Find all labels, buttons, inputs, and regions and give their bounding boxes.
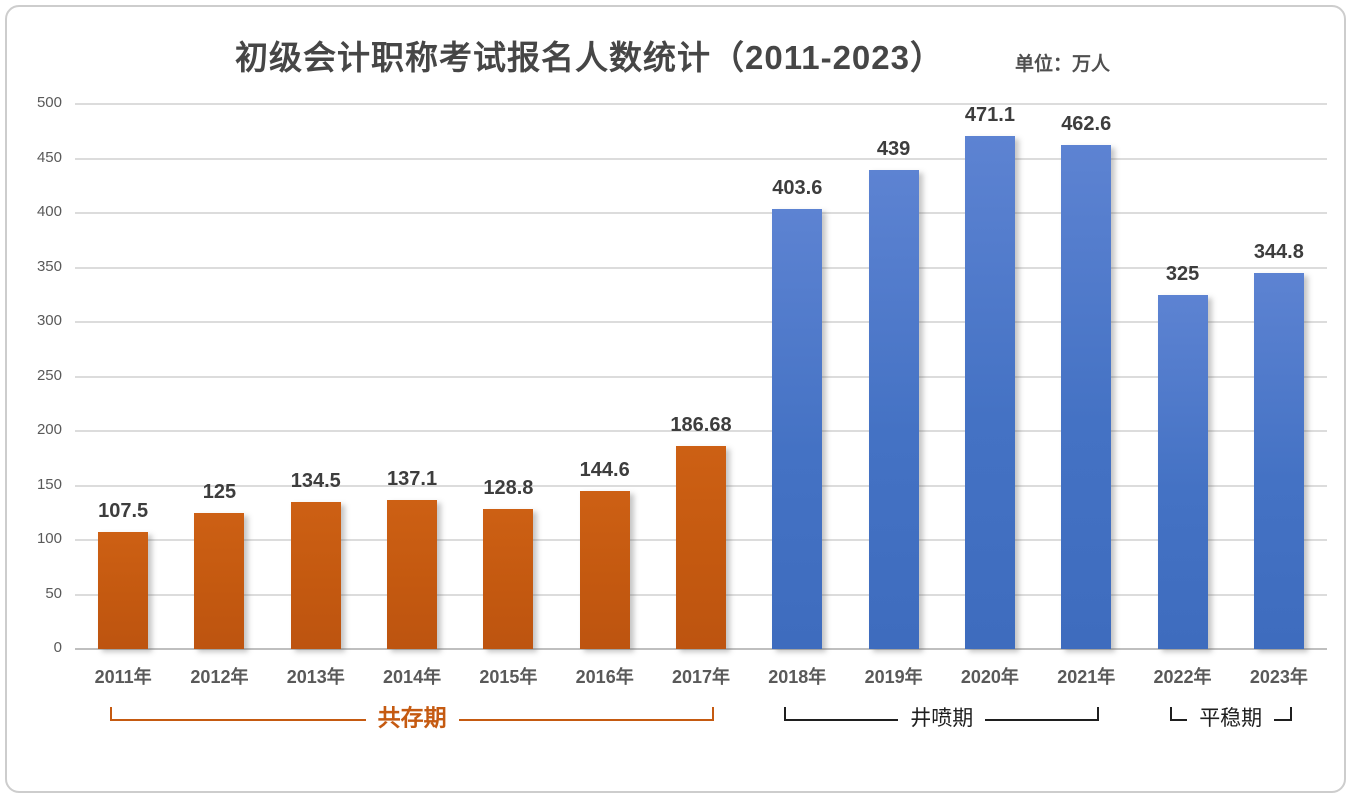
gridline-450 (75, 157, 1327, 160)
y-tick-label-250: 250 (36, 366, 62, 384)
value-label-2017年: 186.68 (670, 413, 732, 436)
bar-2014年 (387, 499, 438, 649)
x-tick-label-2022年: 2022年 (1153, 667, 1212, 687)
bar-2020年 (964, 135, 1015, 649)
phase-label-井喷期: 井喷期 (910, 706, 974, 730)
x-tick-label-2011年: 2011年 (94, 667, 152, 687)
x-tick-label-2017年: 2017年 (671, 667, 731, 687)
bracket-line-left (784, 707, 899, 721)
bar-2013年 (290, 502, 341, 649)
bar-2022年 (1157, 294, 1208, 649)
value-label-2018年: 403.6 (772, 177, 823, 200)
bracket-line-right (1274, 707, 1292, 721)
phase-label-平稳期: 平稳期 (1199, 706, 1263, 730)
x-tick-label-2012年: 2012年 (190, 667, 249, 687)
y-tick-label-0: 0 (53, 639, 62, 656)
y-tick-label-150: 150 (36, 475, 62, 493)
phase-bracket-井喷期: 井喷期 (784, 707, 1100, 729)
y-tick-label-50: 50 (45, 584, 62, 602)
value-label-2021年: 462.6 (1061, 112, 1112, 135)
value-label-2016年: 144.6 (579, 459, 630, 482)
chart-title: 初级会计职称考试报名人数统计（2011-2023） (235, 39, 944, 76)
x-tick-label-2014年: 2014年 (383, 667, 442, 687)
x-tick-label-2016年: 2016年 (575, 667, 634, 687)
unit-label: 单位：万人 (1015, 54, 1111, 75)
gridline-400 (75, 212, 1327, 214)
bar-2015年 (483, 508, 534, 649)
phase-bracket-共存期: 共存期 (110, 706, 714, 729)
bar-2016年 (579, 491, 630, 649)
bar-2019年 (868, 170, 919, 649)
gridline-300 (75, 321, 1327, 323)
x-tick-label-2013年: 2013年 (286, 667, 345, 687)
bracket-line-left (110, 707, 366, 721)
bracket-line-right (985, 707, 1100, 721)
gridline-350 (75, 266, 1327, 269)
y-tick-label-500: 500 (36, 94, 62, 111)
bar-2023年 (1253, 273, 1304, 649)
bracket-line-left (1169, 707, 1188, 721)
bar-2012年 (194, 512, 245, 649)
chart-card: 初级会计职称考试报名人数统计（2011-2023） 单位：万人 107.5 125… (5, 5, 1346, 793)
gridline-500 (75, 103, 1327, 105)
bar-2017年 (676, 445, 726, 649)
value-label-2019年: 439 (876, 138, 911, 161)
y-tick-label-200: 200 (36, 421, 62, 438)
y-tick-label-300: 300 (36, 312, 62, 329)
gridline-250 (75, 375, 1327, 378)
bar-2021年 (1061, 144, 1112, 649)
x-tick-label-2019年: 2019年 (864, 667, 923, 687)
y-tick-label-100: 100 (36, 530, 62, 547)
phase-bracket-平稳期: 平稳期 (1169, 707, 1292, 729)
x-axis-line (75, 648, 1327, 650)
x-tick-label-2021年: 2021年 (1057, 667, 1116, 687)
value-label-2015年: 128.8 (483, 476, 534, 499)
value-label-2013年: 134.5 (290, 470, 341, 493)
y-tick-label-400: 400 (36, 203, 62, 220)
gridline-200 (75, 430, 1327, 432)
value-label-2023年: 344.8 (1253, 241, 1304, 264)
x-tick-label-2018年: 2018年 (768, 667, 827, 687)
value-label-2012年: 125 (202, 480, 237, 503)
value-label-2022年: 325 (1165, 262, 1200, 285)
bar-2011年 (98, 531, 149, 649)
x-tick-label-2023年: 2023年 (1249, 667, 1308, 687)
plot-area: 107.5 125 134.5 137.1 128.8 144.6 186.68 403.6 4… (75, 103, 1327, 650)
x-tick-label-2015年: 2015年 (479, 667, 538, 687)
x-tick-label-2020年: 2020年 (960, 667, 1019, 687)
y-tick-label-450: 450 (36, 148, 62, 166)
bar-2018年 (772, 209, 823, 649)
phase-label-共存期: 共存期 (377, 704, 447, 731)
value-label-2011年: 107.5 (98, 499, 149, 522)
value-label-2020年: 471.1 (964, 103, 1015, 126)
y-tick-label-350: 350 (36, 257, 62, 275)
bracket-line-right (458, 707, 714, 721)
value-label-2014年: 137.1 (387, 467, 438, 490)
